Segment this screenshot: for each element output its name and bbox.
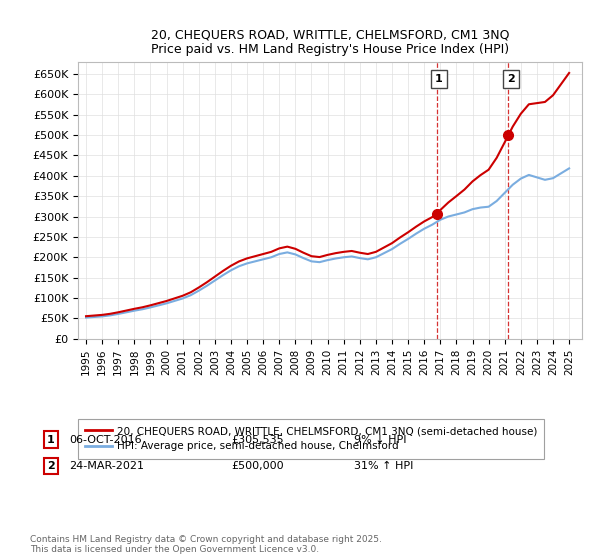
Text: £305,535: £305,535 — [231, 435, 284, 445]
Text: 1: 1 — [47, 435, 55, 445]
Text: £500,000: £500,000 — [231, 461, 284, 471]
Text: 9% ↓ HPI: 9% ↓ HPI — [354, 435, 407, 445]
Title: 20, CHEQUERS ROAD, WRITTLE, CHELMSFORD, CM1 3NQ
Price paid vs. HM Land Registry': 20, CHEQUERS ROAD, WRITTLE, CHELMSFORD, … — [151, 28, 509, 56]
Legend: 20, CHEQUERS ROAD, WRITTLE, CHELMSFORD, CM1 3NQ (semi-detached house), HPI: Aver: 20, CHEQUERS ROAD, WRITTLE, CHELMSFORD, … — [78, 419, 544, 459]
Text: Contains HM Land Registry data © Crown copyright and database right 2025.
This d: Contains HM Land Registry data © Crown c… — [30, 535, 382, 554]
Text: 2: 2 — [47, 461, 55, 471]
Text: 31% ↑ HPI: 31% ↑ HPI — [354, 461, 413, 471]
Text: 06-OCT-2016: 06-OCT-2016 — [69, 435, 142, 445]
Text: 24-MAR-2021: 24-MAR-2021 — [69, 461, 144, 471]
Text: 1: 1 — [435, 74, 443, 84]
Text: 2: 2 — [507, 74, 515, 84]
